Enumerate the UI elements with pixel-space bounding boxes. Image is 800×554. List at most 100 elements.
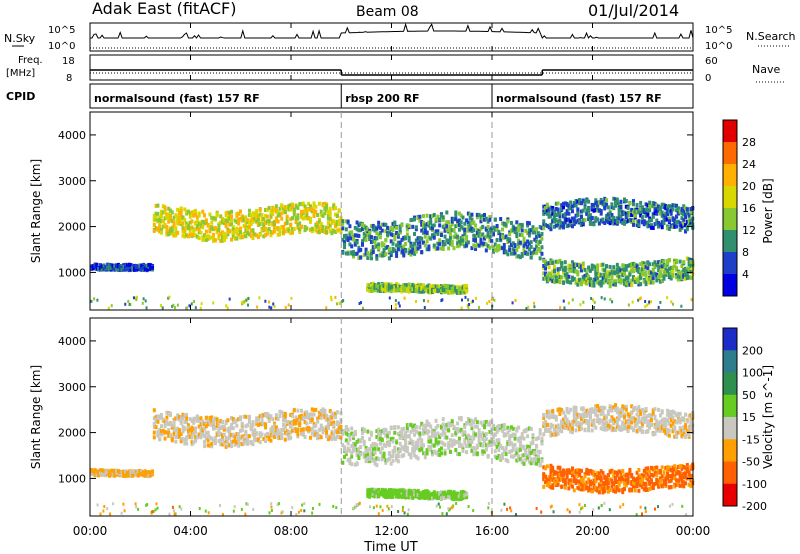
echo-pixel — [606, 423, 610, 428]
echo-pixel — [474, 234, 478, 239]
echo-pixel — [321, 430, 325, 435]
echo-pixel — [488, 422, 492, 427]
echo-pixel — [206, 419, 210, 424]
echo-pixel — [493, 426, 497, 431]
echo-pixel — [459, 415, 463, 420]
echo-pixel — [461, 433, 465, 438]
echo-pixel — [603, 201, 607, 206]
echo-pixel — [614, 408, 618, 413]
echo-pixel — [402, 453, 406, 458]
echo-pixel — [646, 263, 650, 268]
echo-pixel — [456, 219, 460, 224]
echo-pixel — [282, 210, 286, 215]
echo-pixel — [192, 232, 196, 237]
clutter-pixel — [527, 305, 530, 309]
echo-pixel — [271, 205, 275, 210]
echo-pixel — [448, 239, 452, 244]
echo-pixel — [188, 417, 192, 422]
echo-pixel — [450, 422, 454, 427]
echo-pixel — [640, 423, 644, 428]
echo-pixel — [535, 234, 539, 239]
echo-pixel — [646, 266, 650, 271]
echo-pixel — [565, 224, 569, 229]
echo-pixel — [113, 264, 117, 269]
echo-pixel — [450, 239, 454, 244]
echo-pixel — [601, 273, 605, 278]
beam-title: Beam 08 — [356, 4, 419, 20]
echo-pixel — [542, 204, 546, 209]
echo-pixel — [689, 259, 693, 264]
echo-pixel — [199, 220, 203, 225]
echo-pixel — [334, 415, 338, 420]
echo-pixel — [639, 275, 643, 280]
echo-pixel — [669, 208, 673, 213]
echo-pixel — [513, 442, 517, 447]
echo-pixel — [565, 423, 569, 428]
clutter-pixel — [670, 300, 673, 304]
echo-pixel — [614, 271, 618, 276]
echo-pixel — [163, 216, 167, 221]
echo-pixel — [666, 412, 670, 417]
echo-pixel — [161, 428, 165, 433]
echo-pixel — [535, 227, 539, 232]
echo-pixel — [177, 211, 181, 216]
echo-pixel — [353, 462, 357, 467]
echo-pixel — [416, 456, 420, 461]
echo-pixel — [163, 210, 167, 215]
echo-pixel — [588, 221, 592, 226]
echo-pixel — [183, 207, 187, 212]
echo-pixel — [445, 426, 449, 431]
echo-pixel — [597, 417, 601, 422]
echo-pixel — [316, 224, 320, 229]
echo-pixel — [515, 234, 519, 239]
echo-pixel — [181, 226, 185, 231]
echo-pixel — [664, 264, 668, 269]
echo-pixel — [551, 269, 555, 274]
echo-pixel — [515, 447, 519, 452]
echo-pixel — [215, 423, 219, 428]
echo-pixel — [124, 267, 128, 272]
echo-pixel — [633, 262, 637, 267]
echo-pixel — [493, 454, 497, 459]
echo-pixel — [414, 442, 418, 447]
echo-pixel — [222, 432, 226, 437]
echo-pixel — [599, 211, 603, 216]
echo-pixel — [335, 434, 339, 439]
echo-pixel — [597, 208, 601, 213]
echo-pixel — [221, 219, 225, 224]
echo-pixel — [540, 458, 544, 463]
echo-pixel — [633, 213, 637, 218]
echo-pixel — [680, 211, 684, 216]
echo-pixel — [199, 430, 203, 435]
echo-pixel — [556, 408, 560, 413]
echo-pixel — [522, 461, 526, 466]
echo-pixel — [570, 260, 574, 265]
echo-pixel — [282, 418, 286, 423]
echo-pixel — [590, 419, 594, 424]
echo-pixel — [526, 239, 530, 244]
echo-pixel — [454, 210, 458, 215]
echo-pixel — [642, 261, 646, 266]
echo-pixel — [418, 448, 422, 453]
echo-pixel — [596, 202, 600, 207]
echo-pixel — [341, 221, 345, 226]
echo-pixel — [608, 404, 612, 409]
echo-pixel — [405, 423, 409, 428]
echo-pixel — [398, 287, 402, 292]
echo-pixel — [375, 434, 379, 439]
echo-pixel — [660, 210, 664, 215]
echo-pixel — [201, 237, 205, 242]
echo-pixel — [687, 212, 691, 217]
echo-pixel — [323, 228, 327, 233]
echo-pixel — [556, 260, 560, 265]
clutter-pixel — [525, 307, 528, 311]
echo-pixel — [470, 228, 474, 233]
echo-pixel — [432, 449, 436, 454]
echo-pixel — [414, 238, 418, 243]
echo-pixel — [493, 432, 497, 437]
echo-pixel — [325, 208, 329, 213]
echo-pixel — [400, 433, 404, 438]
echo-pixel — [213, 238, 217, 243]
echo-pixel — [159, 429, 163, 434]
echo-pixel — [317, 219, 321, 224]
